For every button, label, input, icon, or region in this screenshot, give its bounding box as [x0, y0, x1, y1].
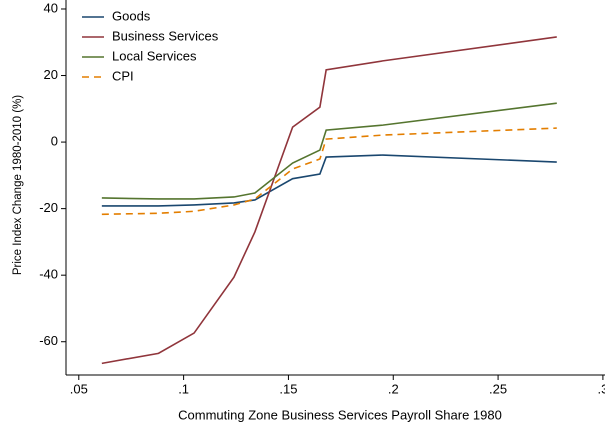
y-tick-label: -20: [39, 200, 58, 215]
y-axis-label: Price Index Change 1980-2010 (%): [12, 95, 24, 275]
x-axis-label: Commuting Zone Business Services Payroll…: [178, 407, 502, 422]
y-tick-label: 40: [44, 0, 58, 15]
x-tick-label: .3: [597, 381, 605, 396]
y-tick-label: 0: [51, 134, 58, 149]
y-tick-label: 20: [44, 67, 58, 82]
legend-label: Business Services: [112, 28, 219, 43]
legend-label: Goods: [112, 8, 151, 23]
series-line: [101, 154, 557, 207]
x-tick-label: .1: [178, 381, 189, 396]
x-tick-label: .2: [388, 381, 399, 396]
series-line: [101, 36, 557, 365]
legend-label: CPI: [112, 68, 134, 83]
x-tick-label: .15: [279, 381, 297, 396]
legend-label: Local Services: [112, 48, 197, 63]
series-line: [101, 102, 557, 200]
series-line: [101, 127, 557, 216]
x-tick-label: .25: [489, 381, 507, 396]
y-tick-label: -60: [39, 333, 58, 348]
y-tick-label: -40: [39, 267, 58, 282]
x-tick-label: .05: [70, 381, 88, 396]
